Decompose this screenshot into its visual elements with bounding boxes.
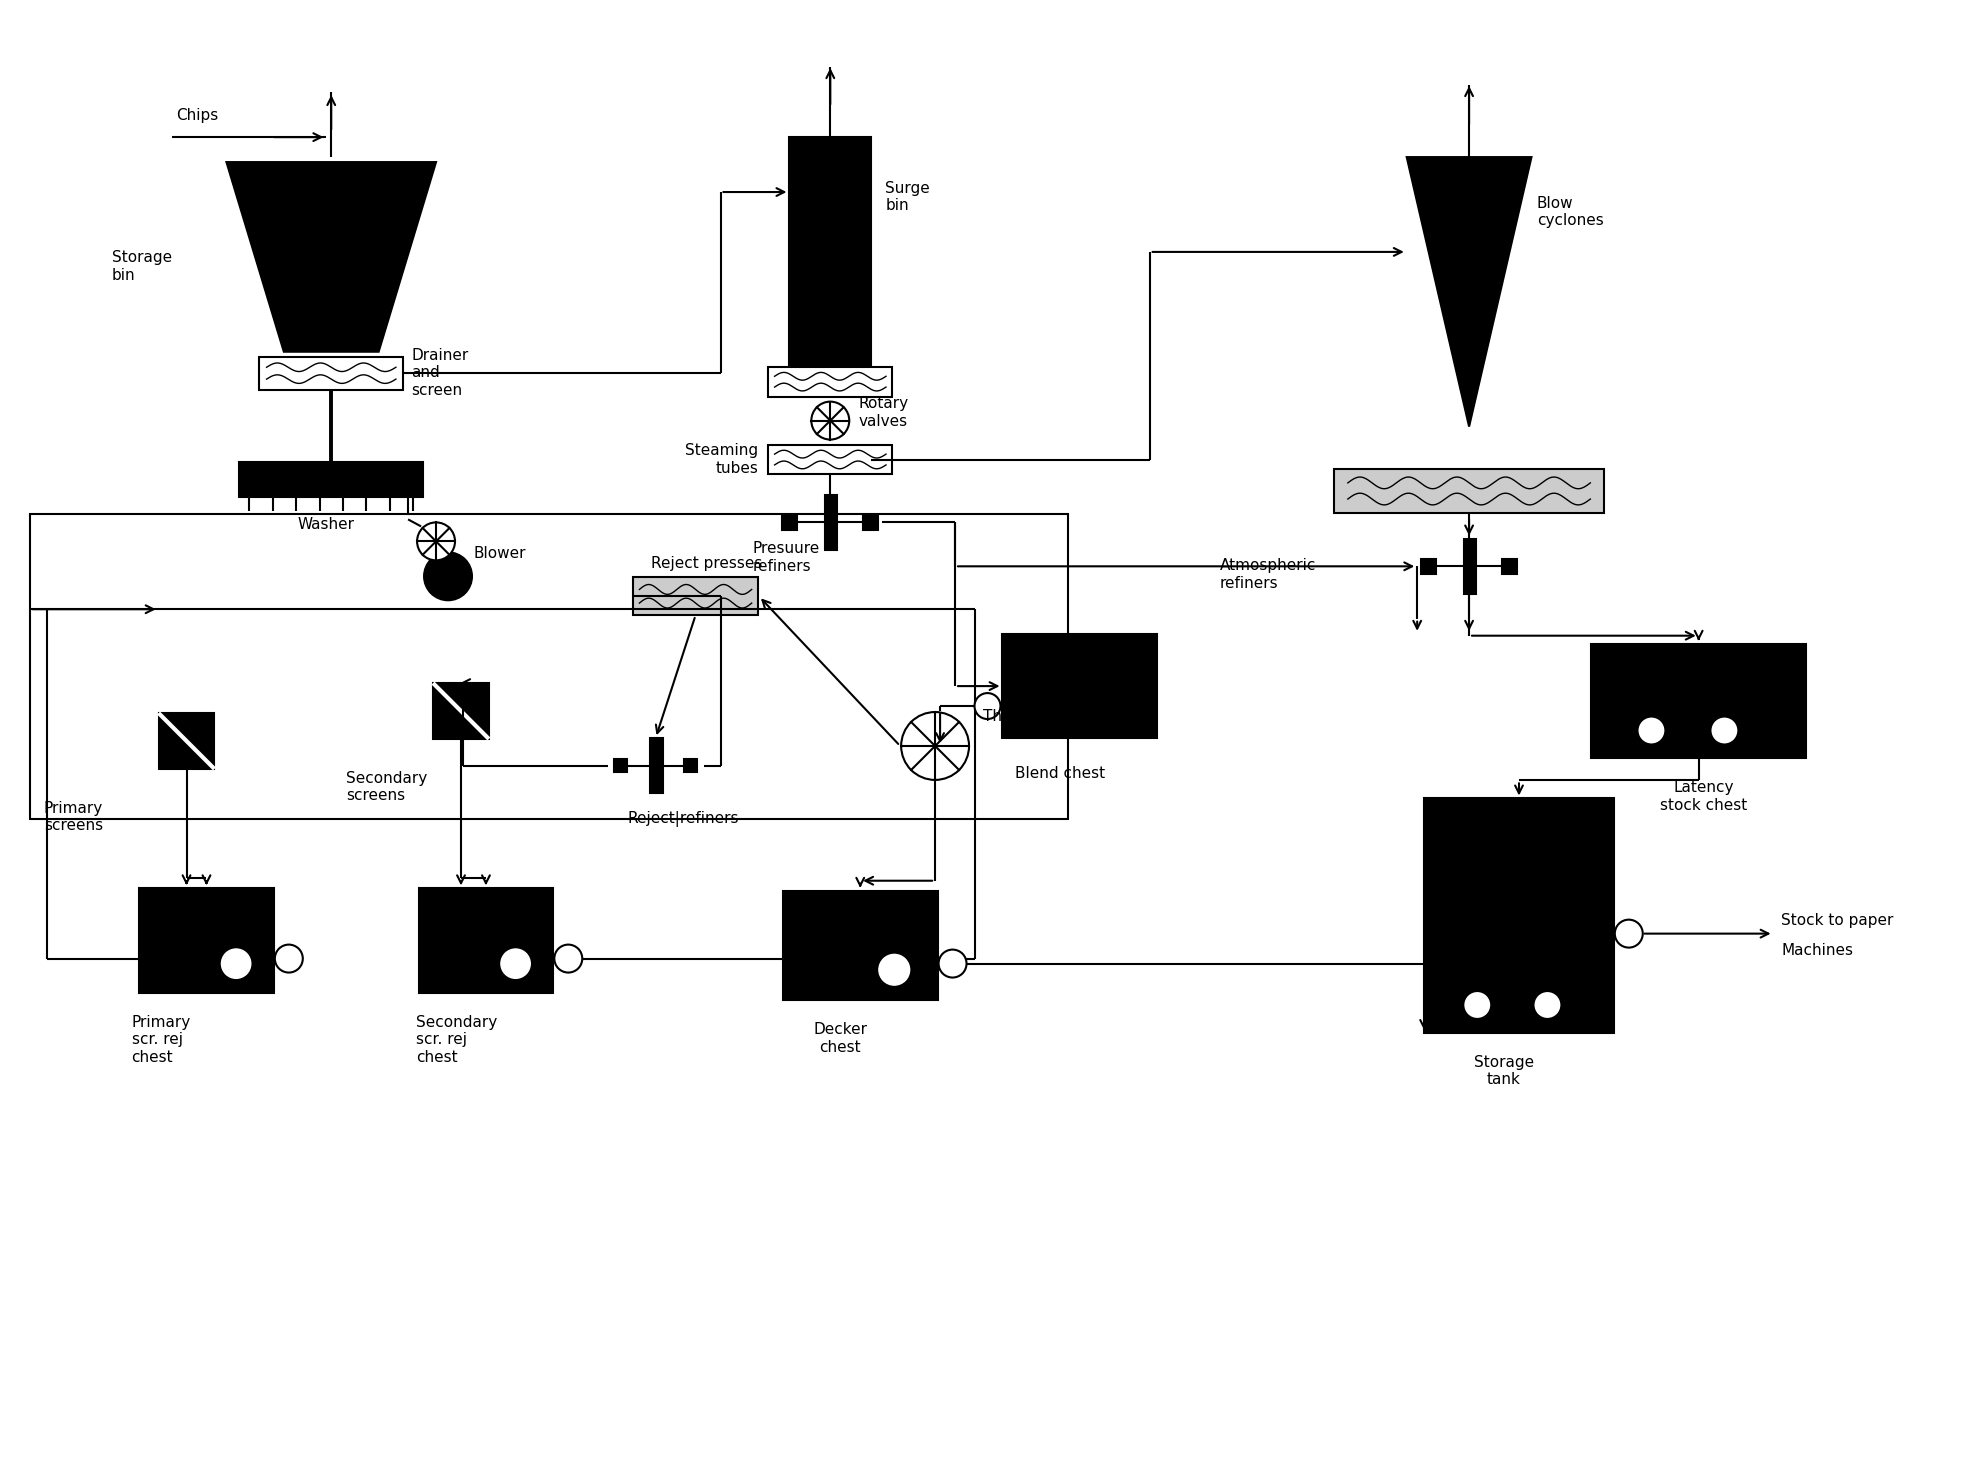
Circle shape: [1616, 919, 1643, 947]
Text: Primary
scr. rej
chest: Primary scr. rej chest: [132, 1015, 192, 1065]
Text: Steaming
tubes: Steaming tubes: [685, 443, 758, 475]
Bar: [782, 515, 798, 530]
Text: Chips: Chips: [176, 109, 219, 124]
Bar: [239, 462, 423, 497]
Text: Secondary
screens: Secondary screens: [346, 771, 427, 803]
Text: Surge
bin: Surge bin: [885, 181, 930, 213]
Bar: [30, 515, 1068, 819]
Circle shape: [938, 950, 966, 978]
Circle shape: [417, 522, 454, 560]
Bar: [658, 738, 664, 793]
Bar: [433, 683, 490, 738]
Bar: [1335, 468, 1604, 513]
Bar: [259, 356, 403, 390]
Circle shape: [1533, 991, 1562, 1019]
Text: Primary
screens: Primary screens: [43, 800, 103, 833]
Text: Washer: Washer: [298, 518, 355, 533]
Text: Stock to paper: Stock to paper: [1781, 913, 1894, 928]
Text: Rotary
valves: Rotary valves: [859, 396, 908, 430]
Text: Atmospheric
refiners: Atmospheric refiners: [1219, 558, 1315, 590]
Circle shape: [221, 949, 251, 978]
Bar: [1003, 634, 1157, 738]
Bar: [683, 759, 697, 772]
Bar: [1463, 538, 1469, 594]
Polygon shape: [1406, 157, 1531, 427]
Text: Reject presses: Reject presses: [650, 556, 762, 571]
Text: Drainer
and
screen: Drainer and screen: [411, 347, 468, 397]
Circle shape: [812, 402, 849, 440]
Circle shape: [425, 552, 472, 600]
Text: Storage
tank: Storage tank: [1473, 1055, 1535, 1087]
Bar: [768, 444, 893, 475]
Bar: [634, 577, 758, 615]
Polygon shape: [227, 162, 436, 352]
Text: Blend chest: Blend chest: [1015, 766, 1104, 781]
Bar: [1592, 644, 1805, 759]
Text: Reject|refiners: Reject|refiners: [628, 811, 739, 827]
Text: Secondary
scr. rej
chest: Secondary scr. rej chest: [417, 1015, 498, 1065]
Circle shape: [879, 955, 910, 986]
Text: Machines: Machines: [1781, 943, 1853, 958]
Bar: [1471, 538, 1475, 594]
Bar: [650, 738, 656, 793]
Text: Thickeners: Thickeners: [984, 709, 1066, 724]
Bar: [768, 366, 893, 397]
Bar: [782, 891, 938, 1000]
Text: Presuure
refiners: Presuure refiners: [752, 541, 820, 574]
Circle shape: [1710, 716, 1738, 744]
Bar: [1422, 559, 1436, 574]
Text: Decker
chest: Decker chest: [814, 1022, 867, 1055]
Bar: [826, 494, 830, 550]
Bar: [1503, 559, 1517, 574]
Bar: [614, 759, 628, 772]
Bar: [138, 888, 275, 993]
Circle shape: [555, 944, 583, 972]
Bar: [1424, 799, 1614, 1033]
Text: Latency
stock chest: Latency stock chest: [1661, 781, 1748, 813]
Bar: [863, 515, 879, 530]
Bar: [419, 888, 553, 993]
Bar: [790, 137, 871, 366]
Circle shape: [1637, 716, 1665, 744]
Text: Blower: Blower: [474, 546, 527, 560]
Circle shape: [901, 712, 970, 780]
Circle shape: [974, 693, 1001, 719]
Text: Blow
cyclones: Blow cyclones: [1537, 196, 1604, 228]
Circle shape: [1463, 991, 1491, 1019]
Bar: [831, 494, 837, 550]
Bar: [158, 713, 215, 769]
Text: Storage
bin: Storage bin: [113, 250, 172, 282]
Circle shape: [502, 949, 529, 978]
Circle shape: [275, 944, 302, 972]
